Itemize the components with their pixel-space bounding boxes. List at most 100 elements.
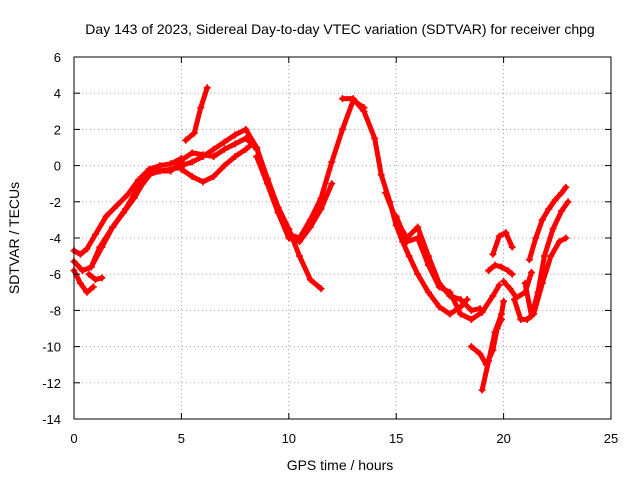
y-tick-label: -4: [49, 231, 61, 246]
x-tick-label: 15: [389, 431, 403, 446]
data-point: [500, 277, 508, 285]
data-point: [253, 153, 261, 161]
data-point: [478, 308, 486, 316]
plot-frame: [73, 56, 612, 420]
data-point: [558, 189, 566, 197]
series-path: [178, 126, 324, 292]
data-point: [147, 169, 155, 177]
data-point: [497, 310, 505, 318]
data-point: [339, 125, 346, 133]
data-point: [540, 252, 548, 260]
series-track-3: [70, 267, 97, 296]
series-track-7: [177, 140, 261, 186]
y-tick-label: -8: [49, 303, 61, 318]
data-point: [424, 261, 432, 269]
data-point: [242, 145, 250, 153]
data-point: [485, 357, 493, 365]
data-point: [414, 234, 422, 242]
data-point: [339, 95, 346, 103]
series-track-14: [392, 212, 503, 323]
data-point: [177, 162, 185, 170]
data-point: [188, 149, 196, 157]
data-point: [521, 279, 529, 287]
data-point: [113, 201, 121, 209]
data-point: [504, 267, 512, 275]
y-tick-label: 6: [54, 50, 61, 65]
data-point: [405, 252, 413, 260]
data-point: [167, 167, 175, 175]
series-track-16: [478, 297, 508, 394]
data-point: [446, 288, 454, 296]
series-layer: [70, 84, 572, 394]
data-point: [528, 312, 536, 320]
y-tick-label: -14: [42, 412, 61, 427]
data-point: [231, 131, 239, 139]
data-point: [506, 285, 514, 293]
x-axis-label: GPS time / hours: [287, 457, 394, 473]
data-point: [98, 243, 106, 251]
data-point: [87, 263, 95, 271]
data-point: [457, 310, 465, 318]
data-point: [197, 104, 205, 112]
series-path: [340, 96, 470, 317]
data-point: [210, 145, 218, 153]
data-point: [491, 328, 499, 336]
x-tick-label: 20: [496, 431, 510, 446]
data-point: [253, 144, 261, 151]
data-point: [190, 129, 198, 137]
data-point: [467, 306, 475, 314]
data-point: [102, 212, 110, 220]
series-path: [71, 164, 184, 274]
y-tick-label: -6: [49, 267, 61, 282]
data-point: [203, 84, 211, 92]
data-point: [85, 270, 93, 278]
data-point: [98, 274, 106, 282]
data-point: [377, 171, 385, 179]
series-path: [490, 230, 515, 257]
data-point: [508, 243, 516, 251]
data-point: [317, 285, 325, 293]
data-point: [328, 158, 336, 166]
series-track-10: [253, 96, 368, 242]
series-track-17: [485, 261, 516, 278]
data-point: [83, 288, 91, 296]
data-point: [199, 178, 207, 186]
series-track-2: [70, 163, 185, 275]
data-point: [285, 234, 293, 242]
data-point: [381, 189, 389, 197]
data-point: [242, 134, 250, 142]
data-point: [467, 315, 475, 323]
data-point: [549, 225, 557, 233]
series-track-12: [339, 95, 471, 318]
data-point: [534, 288, 542, 296]
series-track-18: [489, 229, 516, 258]
data-point: [139, 180, 147, 188]
data-point: [508, 270, 516, 278]
data-point: [76, 279, 84, 287]
y-tick-label: -10: [42, 340, 61, 355]
series-track-6: [182, 84, 211, 144]
data-point: [502, 229, 510, 237]
data-point: [156, 167, 164, 175]
data-point: [306, 276, 314, 284]
data-point: [547, 252, 555, 260]
chart-title: Day 143 of 2023, Sidereal Day-to-day VTE…: [85, 21, 594, 37]
data-point: [91, 276, 99, 284]
data-point: [545, 205, 553, 213]
data-point: [510, 296, 518, 304]
data-point: [528, 268, 536, 276]
data-point: [371, 134, 379, 142]
data-point: [199, 153, 207, 161]
data-point: [435, 283, 443, 291]
series-track-9: [177, 125, 325, 293]
data-point: [317, 205, 325, 213]
data-point: [485, 267, 493, 275]
data-point: [446, 310, 454, 318]
data-point: [403, 238, 411, 246]
data-point: [220, 138, 228, 146]
data-point: [414, 223, 422, 231]
grid-layer: [74, 57, 611, 419]
data-point: [495, 232, 503, 240]
series-path: [183, 85, 210, 143]
